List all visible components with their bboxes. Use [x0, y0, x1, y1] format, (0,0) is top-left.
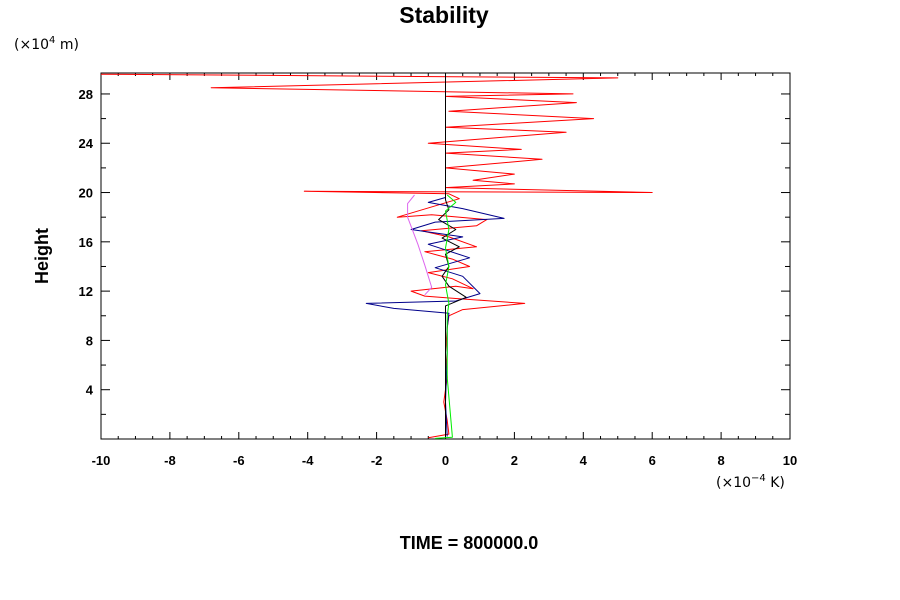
- series-line-4: [407, 194, 433, 296]
- x-tick-label: 6: [649, 453, 656, 468]
- x-tick-label: 4: [580, 453, 588, 468]
- y-tick-labels: 4 8 12 16 20 24 28: [79, 87, 94, 398]
- y-tick-label: 20: [79, 186, 93, 201]
- time-label: TIME = 800000.0: [400, 533, 539, 553]
- x-tick-label: -2: [371, 453, 383, 468]
- series-line-2: [365, 197, 505, 437]
- y-tick-label: 8: [86, 333, 93, 348]
- chart-title: Stability: [399, 2, 489, 28]
- y-tick-label: 28: [79, 87, 93, 102]
- x-tick-labels: -10 -8 -6 -4 -2 0 2 4 6 8 10: [92, 453, 798, 468]
- y-units-label: (×104 m): [14, 35, 79, 53]
- x-tick-label: 10: [783, 453, 797, 468]
- x-units-label: (×10−4 K): [716, 473, 785, 491]
- y-tick-label: 24: [79, 136, 94, 151]
- x-tick-label: -6: [233, 453, 245, 468]
- x-tick-label: 8: [717, 453, 724, 468]
- x-tick-label: 0: [442, 453, 449, 468]
- y-axis-label: Height: [32, 228, 52, 284]
- series-line-3: [438, 73, 467, 438]
- y-tick-label: 12: [79, 284, 93, 299]
- x-tick-label: -10: [92, 453, 111, 468]
- y-tick-label: 16: [79, 235, 93, 250]
- y-tick-label: 4: [86, 383, 94, 398]
- x-tick-label: 2: [511, 453, 518, 468]
- series-line-1: [100, 73, 653, 439]
- series-group: [100, 73, 653, 439]
- x-tick-label: -4: [302, 453, 314, 468]
- series-line-5: [435, 194, 457, 439]
- x-tick-label: -8: [164, 453, 176, 468]
